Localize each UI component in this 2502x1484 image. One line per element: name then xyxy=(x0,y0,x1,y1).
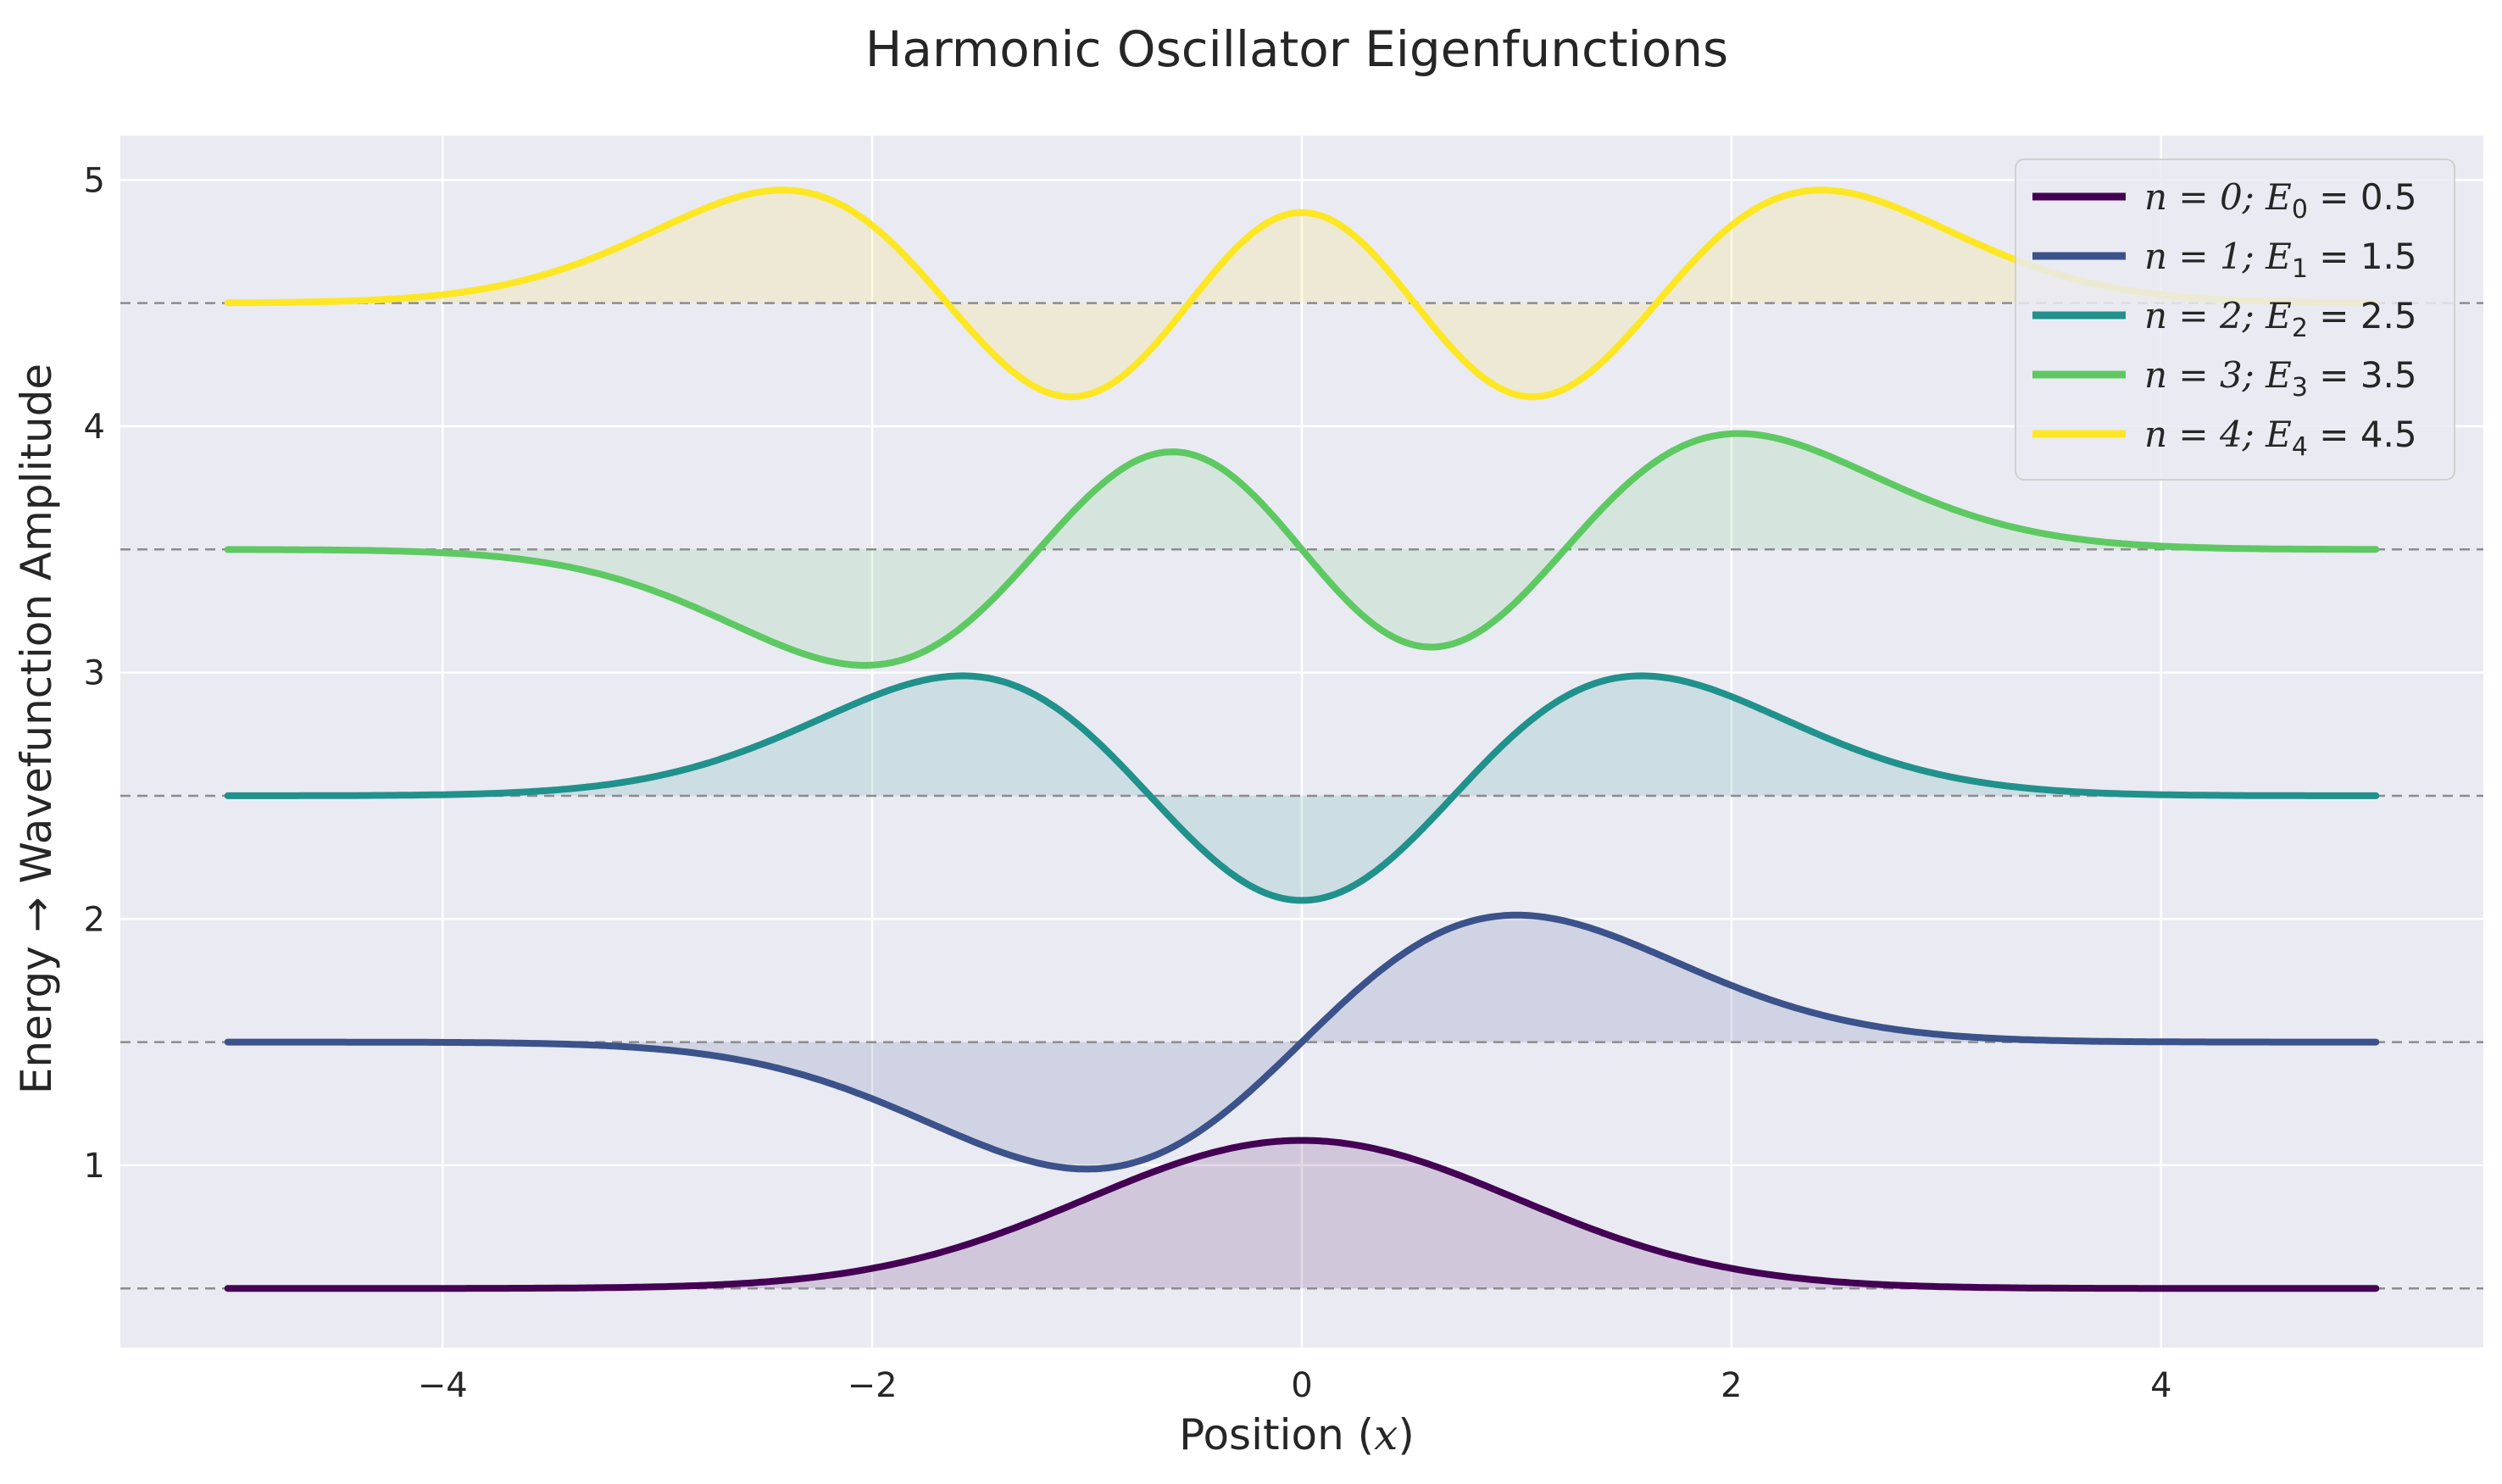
y-tick-label: 1 xyxy=(84,1147,105,1186)
wavefunction-fill-n1 xyxy=(227,914,2377,1170)
wavefunction-line-n3 xyxy=(224,430,2380,669)
legend-label-n3: n = 3; E3 = 3.5 xyxy=(2144,354,2417,403)
x-tick-label: 4 xyxy=(2150,1366,2171,1405)
chart-title: Harmonic Oscillator Eigenfunctions xyxy=(865,20,1728,78)
wavefunction-fill-n4 xyxy=(227,190,2377,397)
legend-label-n1: n = 1; E1 = 1.5 xyxy=(2144,236,2417,284)
wavefunction-fill-n0 xyxy=(227,1140,2377,1289)
y-ticks: 1 2 3 4 5 xyxy=(84,161,105,1186)
x-tick-label: −4 xyxy=(418,1366,468,1405)
wavefunction-line-n1 xyxy=(224,911,2380,1173)
wavefunction-line-n0 xyxy=(224,1137,2380,1292)
x-tick-label: −2 xyxy=(848,1366,898,1405)
wavefunction-line-n2 xyxy=(224,672,2380,904)
x-tick-label: 2 xyxy=(1721,1366,1742,1405)
y-axis-label: Energy → Wavefunction Amplitude xyxy=(12,364,61,1094)
wavefunction-fill-n2 xyxy=(227,675,2377,901)
legend-label-n0: n = 0; E0 = 0.5 xyxy=(2144,176,2417,225)
y-tick-label: 3 xyxy=(84,654,105,693)
legend-label-n4: n = 4; E4 = 4.5 xyxy=(2144,414,2417,462)
y-tick-label: 2 xyxy=(84,900,105,939)
legend-box xyxy=(2015,158,2455,481)
y-tick-label: 5 xyxy=(84,161,105,200)
x-ticks: −4 −2 0 2 4 xyxy=(418,1366,2172,1405)
y-tick-label: 4 xyxy=(84,408,105,447)
x-axis-label: Position (x) xyxy=(1179,1410,1415,1459)
legend-label-n2: n = 2; E2 = 2.5 xyxy=(2144,295,2417,343)
x-tick-label: 0 xyxy=(1291,1366,1312,1405)
legend: n = 0; E0 = 0.5 n = 1; E1 = 1.5 n = 2; E2 … xyxy=(2015,158,2455,481)
